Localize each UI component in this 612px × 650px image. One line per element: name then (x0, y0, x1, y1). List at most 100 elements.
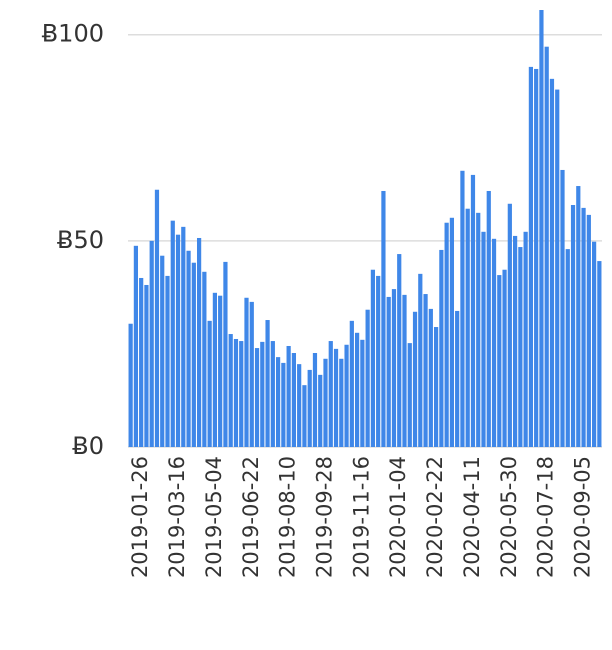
x-tick-label: 2019-11-16 (349, 456, 373, 578)
bar (560, 169, 565, 447)
bar (576, 186, 581, 447)
bar (497, 275, 502, 447)
bar (591, 241, 597, 447)
bar (433, 327, 439, 447)
bar (307, 369, 312, 447)
bar (323, 358, 328, 447)
x-tick-label: 2019-01-26 (128, 456, 152, 578)
bar (265, 320, 270, 447)
bar (570, 205, 576, 447)
bar (528, 66, 534, 447)
bar (339, 358, 344, 447)
x-tick-label: 2020-09-05 (571, 456, 595, 578)
bar (291, 353, 297, 447)
bar (486, 190, 491, 448)
x-tick-label: 2020-02-22 (423, 456, 447, 578)
bar (365, 309, 370, 447)
bar (549, 78, 555, 447)
x-tick-label: 2019-08-10 (276, 456, 300, 578)
bar (381, 190, 386, 448)
bar (360, 339, 365, 447)
bar (228, 334, 233, 447)
bar (186, 250, 191, 447)
bar (539, 10, 544, 447)
bar (154, 189, 160, 447)
bar (139, 277, 144, 447)
bar (144, 284, 149, 447)
bar (439, 249, 444, 447)
x-tick-label: 2019-05-04 (202, 456, 226, 578)
bar (449, 217, 455, 447)
bar (191, 262, 196, 447)
x-tick-label: 2019-06-22 (239, 456, 263, 578)
bar (333, 348, 339, 447)
x-tick-label: 2020-07-18 (534, 456, 558, 578)
bar (407, 343, 412, 447)
bar (270, 341, 275, 447)
bar (491, 238, 497, 447)
bar (349, 320, 354, 447)
bar (523, 231, 528, 447)
bar (412, 311, 418, 447)
bar (507, 203, 512, 447)
bar (565, 249, 570, 447)
bar (275, 357, 281, 447)
bar (181, 226, 186, 447)
bar (423, 294, 428, 447)
bar (418, 273, 423, 447)
x-tick-label: 2020-04-11 (460, 456, 484, 578)
bar (586, 214, 591, 447)
y-tick-label: Ƀ0 (72, 432, 104, 460)
bar (555, 89, 560, 447)
bar (249, 301, 254, 447)
bar (318, 374, 323, 447)
bar (202, 271, 207, 447)
bar (455, 310, 460, 447)
bar (460, 170, 465, 447)
bar (376, 275, 381, 447)
bar (223, 261, 228, 447)
bar (344, 344, 349, 447)
bar (149, 240, 154, 447)
bar (218, 295, 223, 447)
bar (518, 247, 523, 447)
bar (502, 269, 507, 447)
bar (397, 254, 402, 447)
bar (133, 245, 139, 447)
bar (444, 222, 449, 447)
bar (233, 338, 239, 447)
bar (470, 174, 476, 448)
bar (260, 341, 265, 447)
bar (239, 341, 244, 447)
bar (391, 289, 397, 447)
x-tick-label: 2020-01-04 (386, 456, 410, 578)
bar (481, 231, 486, 447)
bar (175, 234, 181, 447)
bar (370, 269, 376, 447)
x-tick-label: 2019-09-28 (313, 456, 337, 578)
bar (297, 364, 302, 447)
bar (328, 341, 333, 447)
bar (212, 292, 218, 447)
bar (581, 207, 586, 447)
bar (128, 323, 133, 447)
bar (428, 308, 433, 447)
bar (544, 46, 549, 448)
y-tick-label: Ƀ100 (42, 20, 104, 48)
bar (302, 385, 307, 447)
bar (244, 297, 249, 447)
bar (160, 255, 165, 447)
x-tick-label: 2020-05-30 (497, 456, 521, 578)
bar (254, 348, 260, 447)
bar (312, 353, 318, 447)
bar (402, 294, 407, 447)
bar (170, 220, 175, 447)
bar (597, 261, 602, 447)
bar (207, 320, 212, 447)
bar (512, 235, 518, 447)
bar (281, 362, 286, 447)
bar (476, 212, 481, 447)
x-tick-label: 2019-03-16 (165, 456, 189, 578)
